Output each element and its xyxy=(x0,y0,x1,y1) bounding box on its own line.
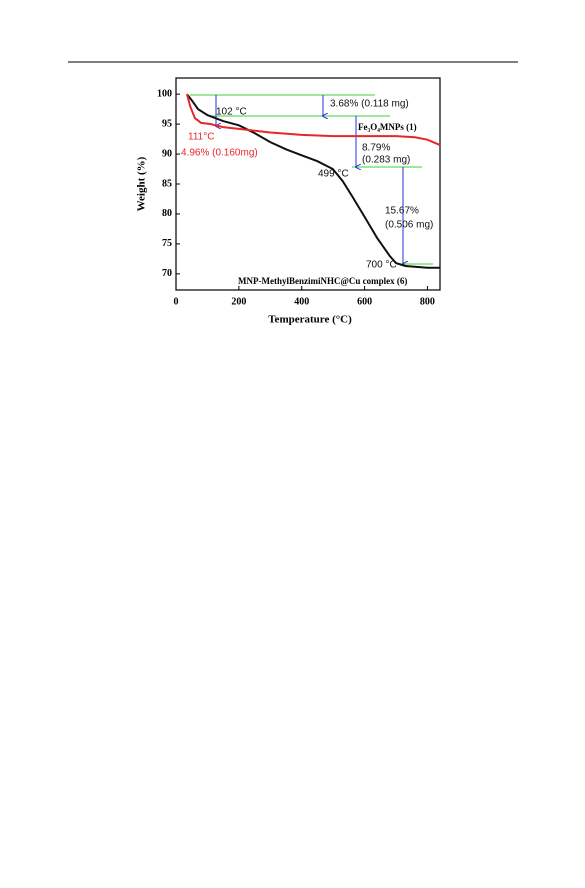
annotation: 15.67% xyxy=(385,206,419,217)
y-tick-label: 70 xyxy=(162,268,172,279)
y-tick-label: 85 xyxy=(162,178,172,189)
x-tick-label: 800 xyxy=(420,296,435,307)
x-tick-label: 400 xyxy=(294,296,309,307)
data-line xyxy=(186,93,440,269)
x-tick-label: 600 xyxy=(357,296,372,307)
annotation: 4.96% (0.160mg) xyxy=(181,148,258,159)
annotation: 499 °C xyxy=(318,169,349,180)
series-label: Fe₃O₄MNPs (1) xyxy=(358,122,417,132)
y-tick-label: 100 xyxy=(157,88,172,99)
y-tick-label: 90 xyxy=(162,148,172,159)
annotation: (0.506 mg) xyxy=(385,220,433,231)
y-tick-label: 95 xyxy=(162,118,172,129)
annotation: 700 °C xyxy=(366,260,397,271)
y-axis-label: Weight (%) xyxy=(136,156,148,211)
x-axis-label: Temperature (°C) xyxy=(268,314,352,326)
annotation: 111°C xyxy=(188,132,214,143)
annotation: (0.283 mg) xyxy=(362,155,410,166)
annotation: 3.68% (0.118 mg) xyxy=(330,99,409,110)
annotation: 102 °C xyxy=(216,107,247,118)
series-label: MNP-MethylBenzimiNHC@Cu complex (6) xyxy=(238,276,407,286)
arrows xyxy=(216,95,403,264)
y-tick-label: 75 xyxy=(162,238,172,249)
x-tick-label: 200 xyxy=(231,296,246,307)
data-line xyxy=(186,93,441,147)
annotation: 8.79% xyxy=(362,143,390,154)
y-tick-label: 80 xyxy=(162,208,172,219)
x-tick-label: 0 xyxy=(174,296,179,307)
